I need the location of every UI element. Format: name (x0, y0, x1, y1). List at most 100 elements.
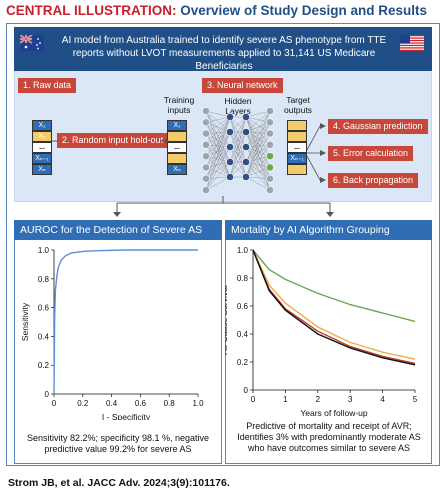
nn-edge (205, 122, 231, 133)
x-tick-label: 0.4 (106, 399, 118, 408)
x-tick-label: 0 (251, 395, 256, 404)
x-axis-label: I - Specificity (102, 412, 151, 420)
nn-edge (205, 116, 231, 123)
nn-edge (245, 155, 271, 163)
nn-edge (205, 161, 231, 168)
step-error-calculation: 5. Error calculation (328, 146, 414, 161)
nn-edge (245, 110, 271, 118)
x-tick-label: 1.0 (192, 399, 204, 408)
x-tick-label: 4 (380, 395, 385, 404)
nn-edge (205, 131, 231, 191)
nn-node (242, 128, 250, 136)
nn-node (226, 158, 234, 166)
nn-edge (205, 146, 231, 191)
nn-node (202, 118, 210, 127)
nn-edge (245, 144, 271, 148)
header-line-2: reports without LVOT measurements applie… (72, 48, 376, 72)
mortality-panel-title: Mortality by AI Algorithm Grouping (225, 220, 432, 240)
train-cell-dots: ... (167, 142, 187, 153)
raw-cell-xn1: Xₙ₋₁ (32, 153, 52, 164)
nn-node (266, 107, 274, 115)
y-tick-label: 0.8 (237, 274, 249, 283)
nn-node (202, 186, 210, 194)
nn-edge (205, 131, 231, 146)
nn-node (226, 143, 234, 151)
nn-edge (245, 133, 271, 178)
nn-edge (205, 116, 231, 145)
nn-edge (229, 116, 247, 163)
nn-edge (229, 116, 247, 148)
nn-edge (245, 116, 271, 123)
hidden-layers-label: Hidden Layers (224, 96, 252, 116)
nn-node (266, 129, 274, 138)
nn-edge (205, 176, 231, 191)
auroc-panel-title: AUROC for the Detection of Severe AS (14, 220, 222, 240)
nn-edge (205, 161, 231, 179)
header-text: AI model from Australia trained to ident… (54, 34, 394, 73)
nn-edge (205, 131, 231, 134)
nn-node (202, 174, 210, 183)
y-axis-label: All-Cause Survival (225, 285, 229, 355)
title-prefix: CENTRAL ILLUSTRATION: (6, 3, 177, 18)
nn-edge (205, 110, 231, 133)
train-cell-x1: X₁ (167, 120, 187, 131)
nn-edge (245, 144, 271, 163)
arrowhead-holdout (165, 138, 169, 144)
train-cell-x2 (167, 131, 187, 142)
nn-edge (205, 116, 231, 134)
y-tick-label: 0.2 (38, 361, 50, 370)
y-tick-label: 0.2 (237, 358, 249, 367)
train-cell-blank (167, 153, 187, 164)
header-line-1: AI model from Australia trained to ident… (61, 35, 387, 46)
nn-edge (245, 146, 271, 168)
nn-edge (245, 146, 271, 179)
nn-edge (205, 116, 231, 179)
y-tick-label: 0.4 (38, 332, 50, 341)
y-tick-label: 0.8 (38, 275, 50, 284)
nn-edge (245, 176, 271, 179)
step-random-holdout: 2. Random input hold-out (57, 133, 169, 148)
series-line-2 (252, 249, 416, 365)
mortality-caption-line-2: Identifies 3% with predominantly moderat… (237, 432, 421, 442)
target-cell-1 (287, 120, 307, 131)
nn-edge (245, 122, 271, 178)
nn-edge (205, 133, 231, 148)
nn-edge (229, 146, 247, 178)
nn-edge (245, 156, 271, 178)
nn-edge (245, 146, 271, 157)
nn-edge (205, 155, 231, 163)
train-cell-xn: Xₙ (167, 164, 187, 175)
figure-title: CENTRAL ILLUSTRATION: Overview of Study … (6, 3, 427, 18)
step-back-propagation: 6. Back propagation (328, 173, 419, 188)
nn-edge (245, 161, 271, 168)
nn-edge (205, 131, 231, 168)
nn-edge (245, 122, 271, 163)
nn-edge (245, 110, 271, 148)
x-tick-label: 0.2 (77, 399, 89, 408)
arrowhead-left (113, 212, 121, 217)
raw-cell-x1: X₁ (32, 120, 52, 131)
auroc-panel (14, 220, 222, 464)
nn-edge (205, 144, 231, 148)
nn-node (202, 107, 210, 115)
nn-edge (229, 131, 247, 178)
y-tick-label: 0 (45, 390, 50, 399)
auroc-caption-line-1: Sensitivity 82.2%; specificity 98.1 %, n… (26, 433, 210, 443)
nn-edge (245, 116, 271, 134)
nn-edge (205, 110, 231, 118)
y-tick-label: 0.4 (237, 330, 249, 339)
target-outputs-label: Target outputs (284, 95, 312, 115)
mortality-caption: Predictive of mortality and receipt of A… (229, 421, 429, 454)
nn-node (266, 152, 274, 161)
nn-edge (245, 131, 271, 134)
auroc-caption-line-2: predictive value 99.2% for severe AS (44, 444, 192, 454)
nn-edge (245, 110, 271, 163)
nn-edge (205, 146, 231, 179)
nn-edge (205, 131, 231, 157)
nn-node (242, 113, 250, 121)
nn-node (266, 140, 274, 149)
nn-edge (205, 110, 231, 148)
raw-cell-dots: ... (32, 142, 52, 153)
nn-edge (245, 110, 271, 133)
